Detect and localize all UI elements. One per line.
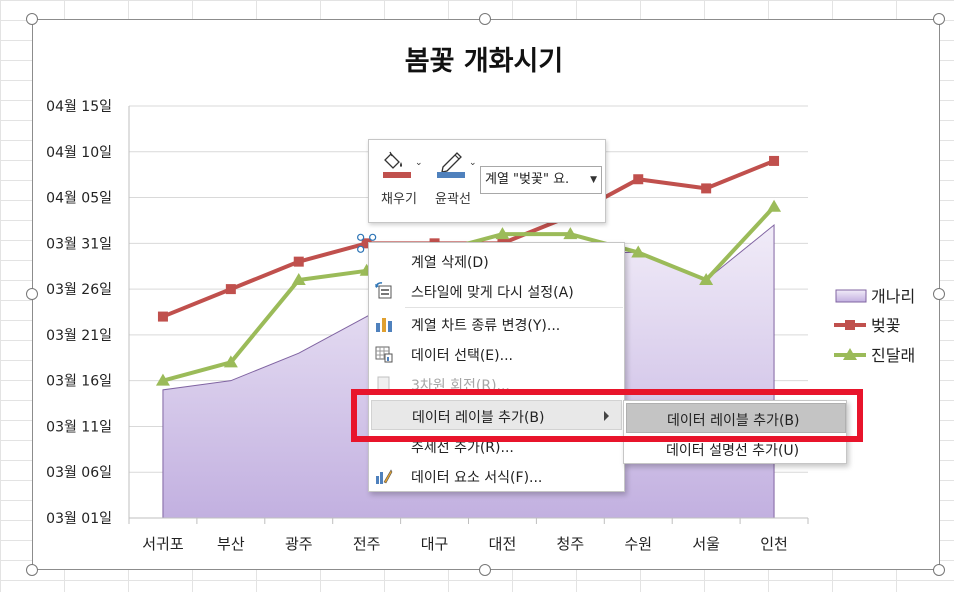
data-point-marker[interactable] — [291, 272, 306, 285]
menu-item-label: 데이터 레이블 추가(B) — [412, 410, 545, 426]
data-point-marker[interactable] — [701, 183, 712, 194]
data-point-marker[interactable] — [633, 174, 644, 185]
menu-item-reset-style[interactable]: 스타일에 맞게 다시 설정(A) — [369, 276, 624, 306]
data-point-marker[interactable] — [563, 227, 578, 240]
y-tick-label: 03월 21일 — [46, 328, 112, 344]
x-tick-label: 전주 — [353, 535, 381, 553]
mini-toolbar: ⌄ 채우기 ⌄ 윤곽선 계열 "벚꽃" 요. ▼ — [368, 139, 606, 223]
x-tick-label: 인천 — [760, 535, 788, 553]
data-point-marker[interactable] — [293, 256, 304, 267]
menu-item-change-chart-type[interactable]: 계열 차트 종류 변경(Y)... — [369, 309, 624, 339]
data-labels-submenu: 데이터 레이블 추가(B) 데이터 설명선 추가(U) — [623, 400, 847, 464]
x-axis-labels: 서귀포 부산 광주 전주 대구 대전 청주 수원 서울 인천 — [142, 535, 788, 553]
outline-button[interactable]: ⌄ 윤곽선 — [427, 148, 479, 218]
submenu-item-add-data-labels[interactable]: 데이터 레이블 추가(B) — [626, 403, 846, 433]
chevron-down-icon: ⌄ — [415, 158, 423, 168]
data-point-marker[interactable] — [157, 311, 168, 322]
menu-item-label: 데이터 요소 서식(F)... — [411, 470, 543, 486]
data-point-marker[interactable] — [155, 373, 170, 386]
y-tick-label: 04월 15일 — [46, 99, 112, 115]
series-select-dropdown[interactable]: 계열 "벚꽃" 요. ▼ — [480, 166, 602, 194]
data-point-marker[interactable] — [767, 199, 782, 212]
y-tick-label: 03월 26일 — [46, 282, 112, 298]
selection-handle — [369, 233, 377, 241]
context-menu: 계열 삭제(D) 스타일에 맞게 다시 설정(A) 계열 차트 종류 변경(Y)… — [368, 242, 625, 492]
menu-item-add-data-labels[interactable]: 데이터 레이블 추가(B) — [371, 400, 622, 430]
resize-handle[interactable] — [933, 13, 945, 25]
select-data-icon — [375, 345, 393, 363]
y-tick-label: 03월 11일 — [46, 419, 112, 435]
menu-item-label: 데이터 선택(E)... — [411, 348, 513, 364]
chevron-down-icon: ▼ — [590, 175, 597, 185]
data-point-marker[interactable] — [223, 355, 238, 368]
resize-handle[interactable] — [479, 564, 491, 576]
reset-style-icon — [375, 282, 393, 300]
y-tick-label: 03월 06일 — [46, 465, 112, 481]
format-point-icon — [375, 467, 393, 485]
x-tick-label: 서귀포 — [142, 535, 184, 553]
x-tick-label: 부산 — [217, 535, 245, 553]
submenu-arrow-icon — [604, 411, 609, 421]
menu-item-label: 스타일에 맞게 다시 설정(A) — [411, 285, 574, 301]
paint-bucket-icon — [381, 150, 413, 180]
chevron-down-icon: ⌄ — [469, 158, 477, 168]
resize-handle[interactable] — [26, 13, 38, 25]
fill-button[interactable]: ⌄ 채우기 — [373, 148, 425, 218]
chart-title[interactable]: 봄꽃 개화시기 — [405, 46, 563, 77]
menu-item-select-data[interactable]: 데이터 선택(E)... — [369, 339, 624, 369]
data-point-marker[interactable] — [699, 272, 714, 285]
resize-handle[interactable] — [933, 288, 945, 300]
resize-handle[interactable] — [26, 564, 38, 576]
submenu-item-add-data-callouts[interactable]: 데이터 설명선 추가(U) — [626, 434, 846, 464]
series-select-value: 계열 "벚꽃" 요. — [485, 172, 570, 187]
legend-label: 벚꽃 — [871, 316, 900, 335]
legend-marker — [843, 348, 857, 360]
legend-swatch — [835, 289, 867, 303]
pen-outline-icon — [435, 150, 467, 180]
y-axis-labels: 04월 15일 04월 10일 04월 05일 03월 31일 03월 26일 03월 2… — [46, 99, 112, 527]
x-tick-label: 청주 — [557, 535, 585, 553]
data-point-marker[interactable] — [769, 155, 780, 166]
y-tick-label: 03월 01일 — [46, 511, 112, 527]
annotation-highlight-box — [351, 389, 863, 442]
resize-handle[interactable] — [479, 13, 491, 25]
x-tick-label: 수원 — [624, 535, 652, 553]
x-tick-label: 대전 — [489, 535, 517, 553]
resize-handle[interactable] — [933, 564, 945, 576]
menu-item-delete-series[interactable]: 계열 삭제(D) — [369, 246, 624, 276]
chart-type-icon — [375, 315, 393, 333]
menu-item-label: 계열 삭제(D) — [411, 255, 489, 271]
legend-label: 개나리 — [871, 287, 915, 306]
resize-handle[interactable] — [26, 288, 38, 300]
data-point-marker[interactable] — [495, 227, 510, 240]
selection-handle — [357, 233, 365, 241]
x-tick-label: 대구 — [421, 535, 449, 553]
selection-handle — [357, 245, 365, 253]
data-point-marker[interactable] — [361, 238, 372, 249]
x-tick-label: 서울 — [692, 535, 720, 553]
axes — [128, 106, 809, 524]
y-tick-label: 03월 31일 — [46, 236, 112, 252]
y-tick-label: 03월 16일 — [46, 374, 112, 390]
menu-item-add-trendline[interactable]: 추세선 추가(R)... — [369, 431, 624, 461]
data-point-marker[interactable] — [225, 284, 236, 295]
outline-label: 윤곽선 — [435, 192, 471, 207]
submenu-item-label: 데이터 설명선 추가(U) — [666, 443, 800, 459]
submenu-item-label: 데이터 레이블 추가(B) — [667, 413, 800, 429]
menu-item-label: 계열 차트 종류 변경(Y)... — [411, 318, 561, 334]
y-tick-label: 04월 05일 — [46, 191, 112, 207]
data-point-marker[interactable] — [631, 245, 646, 258]
fill-label: 채우기 — [381, 192, 417, 207]
menu-item-label: 추세선 추가(R)... — [411, 440, 514, 456]
menu-item-format-data-point[interactable]: 데이터 요소 서식(F)... — [369, 461, 624, 491]
legend-label: 진달래 — [871, 346, 915, 365]
legend-marker — [845, 320, 855, 330]
x-tick-label: 광주 — [285, 535, 313, 553]
y-tick-label: 04월 10일 — [46, 145, 112, 161]
